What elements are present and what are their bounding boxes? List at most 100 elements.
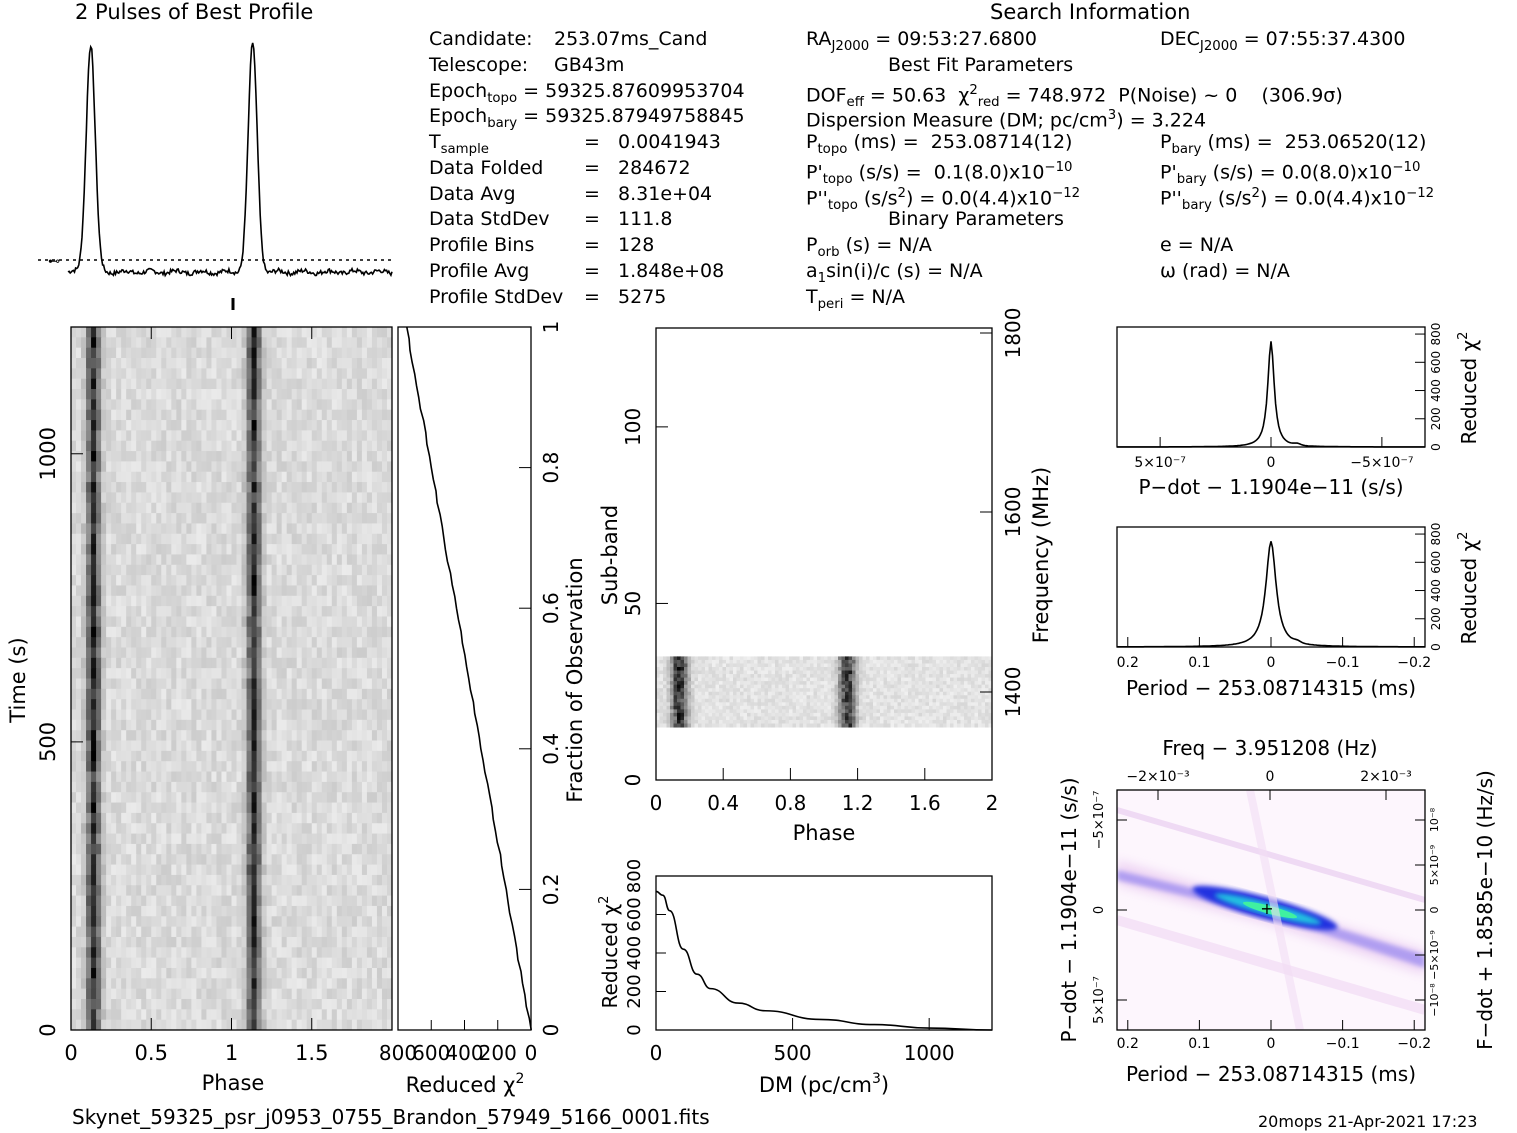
- tp-cell: [286, 668, 293, 680]
- sb-cell: [869, 667, 874, 672]
- sb-cell: [673, 659, 678, 664]
- sb-cell: [943, 659, 947, 664]
- tp-cell: [156, 533, 162, 545]
- tp-cell: [266, 926, 273, 938]
- tp-cell: [166, 864, 172, 876]
- tp-cell: [131, 657, 137, 669]
- tp-cell: [106, 843, 112, 855]
- tp-cell: [126, 885, 132, 897]
- tp-cell: [136, 616, 142, 628]
- tp-cell: [141, 864, 147, 876]
- tp-cell: [311, 647, 318, 659]
- tp-cell: [356, 492, 363, 504]
- tp-cell: [346, 833, 353, 845]
- tp-cell: [326, 730, 333, 742]
- tp-cell: [311, 978, 318, 990]
- tp-cell: [286, 916, 293, 928]
- tp-cell: [261, 513, 268, 525]
- tp-cell: [96, 998, 102, 1010]
- tp-cell: [216, 564, 223, 576]
- tp-cell: [76, 761, 82, 773]
- tp-cell: [166, 389, 172, 400]
- tp-cell: [96, 471, 102, 483]
- tp-cell: [226, 802, 233, 814]
- tp-cell: [226, 461, 233, 473]
- tp-cell: [146, 502, 152, 514]
- tp-cell: [351, 895, 358, 907]
- tp-cell: [166, 688, 172, 700]
- tp-cell: [301, 843, 308, 855]
- tp-cell: [196, 895, 203, 907]
- tp-cell: [356, 926, 363, 938]
- tp-cell: [246, 461, 253, 473]
- tp-cell: [186, 461, 192, 473]
- tp-cell: [131, 771, 137, 783]
- tp-cell: [241, 926, 248, 938]
- tp-cell: [206, 564, 213, 576]
- tp-cell: [201, 730, 208, 742]
- tp-cell: [261, 606, 268, 618]
- tp-cell: [366, 471, 373, 483]
- tp-cell: [166, 461, 172, 473]
- tp-cell: [181, 916, 187, 928]
- tp-cell: [71, 874, 77, 886]
- tp-cell: [186, 823, 192, 835]
- tp-cell: [116, 585, 122, 597]
- ptopo-value: (ms) = 253.08714(12): [853, 131, 1073, 153]
- tp-cell: [381, 327, 388, 338]
- tp-cell: [91, 740, 97, 752]
- tp-cell: [266, 699, 273, 711]
- tp-cell: [281, 740, 288, 752]
- tp-cell: [76, 564, 82, 576]
- tp-cell: [171, 833, 177, 845]
- tp-cell: [211, 575, 218, 587]
- tp-cell: [196, 513, 203, 525]
- tp-cell: [291, 430, 298, 442]
- tp-cell: [231, 492, 238, 504]
- tp-cell: [321, 358, 328, 369]
- tp-cell: [236, 327, 243, 338]
- tp-cell: [181, 761, 187, 773]
- tp-cell: [241, 378, 248, 390]
- tp-cell: [231, 678, 238, 690]
- tp-cell: [331, 668, 338, 680]
- tp-cell: [261, 389, 268, 400]
- tp-cell: [196, 750, 203, 762]
- tp-cell: [281, 492, 288, 504]
- tp-cell: [211, 802, 218, 814]
- tp-cell: [326, 936, 333, 948]
- tp-cell: [196, 451, 203, 462]
- tp-cell: [371, 781, 378, 793]
- tp-cell: [356, 606, 363, 618]
- tp-cell: [176, 905, 182, 917]
- tp-cell: [206, 916, 213, 928]
- tp-cell: [216, 905, 223, 917]
- tp-cell: [146, 916, 152, 928]
- tp-cell: [251, 812, 258, 824]
- tp-cell: [151, 471, 157, 483]
- tp-cell: [311, 1009, 318, 1021]
- tp-cell: [346, 378, 353, 390]
- tp-cell: [186, 843, 192, 855]
- tp-cell: [256, 482, 263, 494]
- tp-cell: [96, 502, 102, 514]
- tp-cell: [121, 699, 127, 711]
- tp-cell: [241, 678, 248, 690]
- tp-cell: [376, 730, 383, 742]
- tp-cell: [221, 978, 228, 990]
- tp-cell: [386, 347, 392, 359]
- tp-cell: [326, 854, 333, 866]
- tp-cell: [306, 957, 313, 969]
- tp-cell: [161, 440, 167, 452]
- sb-cell: [754, 670, 758, 675]
- tp-cell: [231, 471, 238, 483]
- tp-cell: [386, 905, 392, 917]
- tp-cell: [371, 368, 378, 380]
- tp-cell: [341, 864, 348, 876]
- tp-cell: [106, 864, 112, 876]
- tp-cell: [151, 905, 157, 917]
- tp-cell: [156, 492, 162, 504]
- tp-cell: [126, 451, 132, 462]
- tp-cell: [196, 544, 203, 556]
- tp-cell: [296, 358, 303, 369]
